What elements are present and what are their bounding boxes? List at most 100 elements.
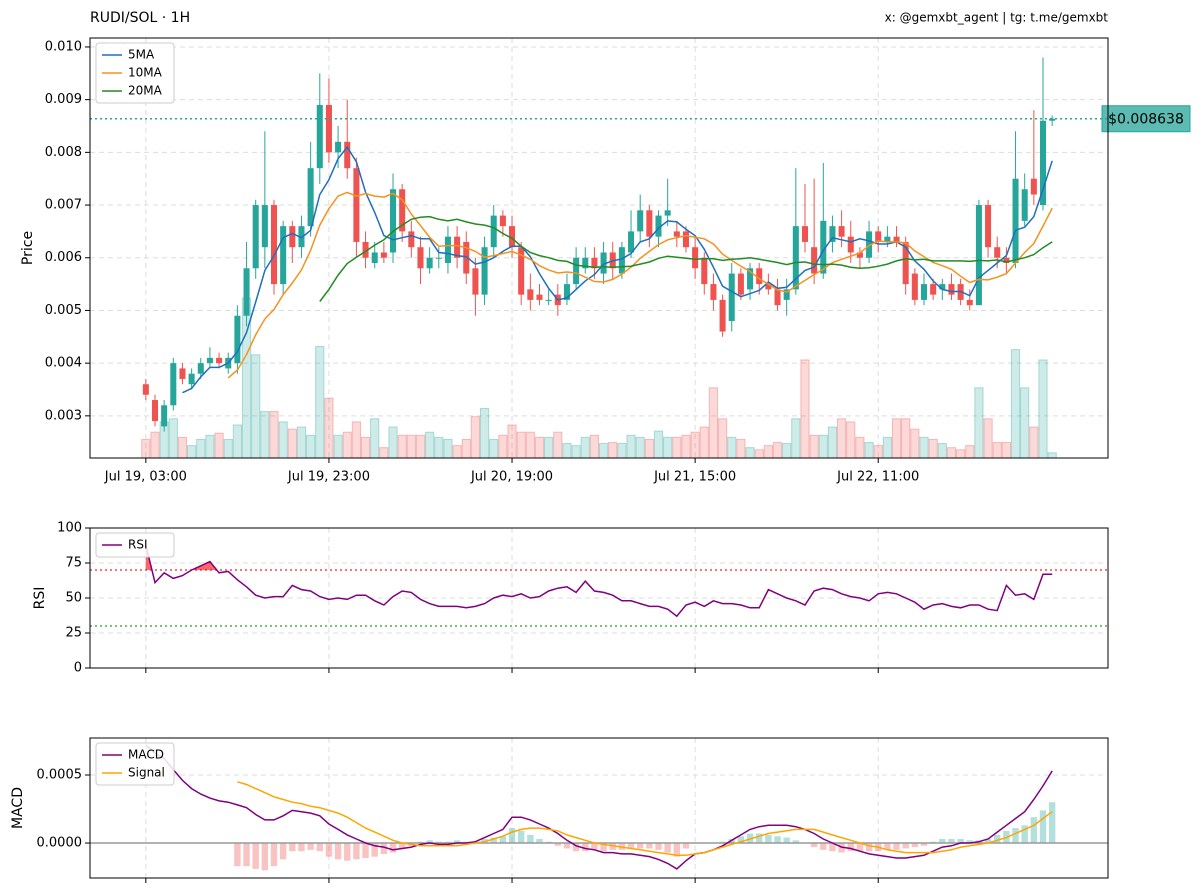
histogram-bar: [353, 843, 360, 860]
volume-bar: [498, 434, 508, 459]
histogram-bar: [334, 843, 342, 860]
candle-body: [1049, 118, 1056, 121]
series-line: [145, 744, 1053, 870]
volume-bar: [836, 418, 847, 459]
histogram-bar: [682, 843, 690, 849]
y-tick-label: 0.006: [45, 250, 82, 265]
candle-body: [344, 141, 351, 169]
histogram-bar: [270, 843, 278, 867]
volume-bar: [168, 418, 178, 459]
candle-body: [756, 268, 763, 285]
volume-bar: [150, 431, 160, 459]
volume-bar: [727, 436, 737, 459]
candle-body: [435, 257, 442, 259]
volume-bar: [745, 447, 755, 459]
legend-box: [95, 42, 175, 104]
histogram-bar: [380, 843, 388, 854]
histogram-bar: [344, 843, 351, 861]
volume-bar: [919, 436, 929, 459]
histogram-bar: [865, 843, 873, 852]
candle-body: [600, 252, 607, 274]
volume-bar: [461, 438, 471, 459]
histogram-bar: [289, 843, 296, 852]
candle-body: [499, 215, 506, 227]
histogram-bar: [810, 843, 818, 848]
candle-body: [389, 189, 397, 253]
histogram-bar: [893, 843, 900, 850]
histogram-bar: [756, 833, 763, 844]
candle-body: [545, 299, 552, 301]
candle-body: [1039, 120, 1047, 206]
volume-bar: [333, 434, 343, 459]
legend-label: 10MA: [128, 66, 163, 80]
candle-body: [161, 405, 168, 427]
candle-body: [252, 205, 259, 269]
series-line: [145, 544, 1053, 618]
y-tick-label: 0.009: [45, 92, 82, 107]
volume-bar: [260, 411, 270, 459]
histogram-bar: [371, 843, 378, 857]
candle-body: [719, 299, 726, 332]
volume-bar: [617, 443, 627, 459]
volume-bar: [763, 445, 773, 459]
histogram-bar: [829, 843, 836, 852]
histogram-bar: [490, 837, 497, 844]
histogram-bar: [984, 838, 992, 844]
candle-body: [765, 284, 772, 290]
candle-body: [1021, 189, 1028, 221]
histogram-bar: [765, 834, 772, 844]
candle-body: [673, 231, 680, 237]
volume-bar: [415, 434, 426, 459]
candle-body: [884, 236, 891, 242]
legend-box: [95, 742, 175, 786]
histogram-bar: [627, 843, 635, 849]
plot-frame: [89, 37, 1109, 459]
histogram-bar: [243, 843, 250, 867]
candle-body: [939, 284, 946, 290]
candle-body: [426, 257, 433, 269]
candle-body: [170, 363, 177, 406]
volume-bar: [1029, 426, 1039, 459]
candle-body: [774, 289, 781, 306]
volume-bar: [186, 445, 197, 459]
candle-body: [994, 247, 1001, 258]
volume-bar: [965, 445, 975, 459]
histogram-bar: [920, 843, 928, 846]
candle-body: [399, 189, 406, 232]
histogram-bar: [902, 843, 909, 849]
histogram-bar: [572, 843, 580, 852]
legend-label: Signal: [128, 766, 165, 780]
volume-bar: [196, 438, 206, 459]
candle-body: [371, 252, 378, 264]
histogram-bar: [1030, 817, 1038, 844]
y-tick-label: 75: [65, 556, 82, 571]
y-tick-label: 0.003: [45, 408, 82, 423]
volume-bar: [855, 436, 865, 459]
volume-bar: [882, 436, 892, 459]
y-axis-label: RSI: [32, 587, 48, 610]
volume-bar: [379, 447, 389, 459]
volume-bar: [324, 397, 334, 459]
candle-body: [353, 168, 360, 242]
volume-bar: [608, 442, 618, 459]
candle-body: [801, 226, 809, 242]
histogram-bar: [939, 838, 946, 844]
volume-bar: [946, 447, 957, 459]
candle-body: [1003, 257, 1010, 264]
volume-bar: [1020, 387, 1030, 459]
volume-bar: [434, 436, 444, 459]
volume-bar: [1047, 452, 1057, 459]
volume-bar: [736, 438, 746, 459]
histogram-bar: [517, 830, 525, 844]
candle-body: [838, 226, 845, 237]
candle-body: [747, 268, 754, 290]
volume-bar: [525, 431, 535, 459]
candle-body: [481, 247, 488, 295]
candle-body: [966, 299, 973, 306]
legend-label: MACD: [128, 748, 164, 762]
candle-body: [710, 284, 717, 300]
x-tick-label: Jul 19, 03:00: [104, 470, 187, 485]
histogram-bar: [316, 843, 323, 852]
volume-bar: [910, 428, 920, 459]
candle-body: [408, 231, 415, 248]
